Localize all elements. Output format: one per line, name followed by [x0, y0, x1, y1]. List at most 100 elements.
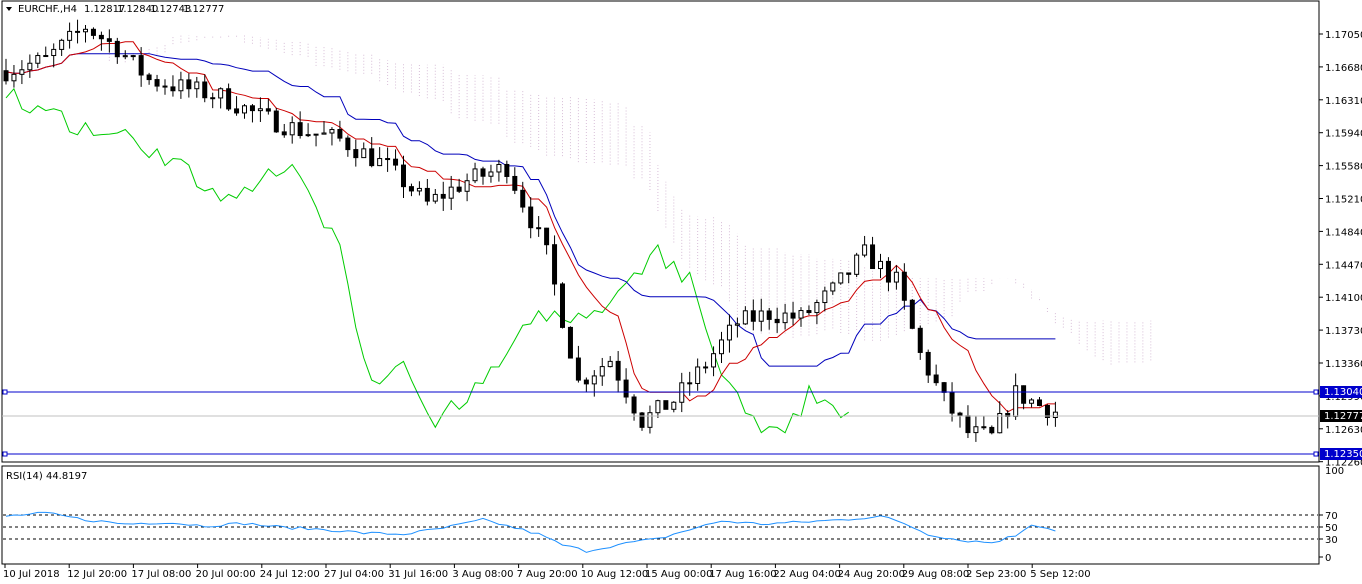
candle-body — [130, 55, 136, 58]
candle-body — [1029, 399, 1035, 404]
time-tick-label: 5 Sep 12:00 — [1030, 569, 1090, 580]
ichimoku-cloud — [108, 35, 1152, 365]
kijun-sen-line — [5, 53, 1056, 367]
candle-body — [234, 108, 240, 114]
candle-body — [432, 193, 438, 202]
time-tick-label: 24 Aug 20:00 — [838, 569, 905, 580]
candle-body — [822, 290, 828, 304]
price-tick-label: 1.16310 — [1325, 96, 1362, 107]
candle-body — [933, 374, 939, 384]
candle-body — [1021, 385, 1027, 404]
price-pane[interactable] — [1, 0, 1320, 463]
candle-body — [257, 108, 263, 112]
candle-body — [154, 79, 160, 87]
candle-body — [607, 360, 613, 368]
candle-body — [885, 260, 891, 283]
candle-body — [583, 379, 589, 385]
price-tick-label: 1.14840 — [1325, 227, 1362, 238]
hline-lower-tag — [1320, 448, 1362, 460]
candle-body — [321, 132, 327, 135]
candle-body — [265, 108, 271, 112]
candle-body — [1013, 385, 1019, 417]
rsi-line — [5, 511, 1056, 553]
high-value: 1.12840 — [117, 4, 158, 15]
candle-body — [536, 227, 542, 230]
candle-body — [734, 323, 740, 326]
candle-body — [774, 318, 780, 324]
candle-body — [719, 339, 724, 355]
candle-body — [615, 360, 621, 381]
current-price-tag — [1320, 410, 1362, 422]
time-tick-label: 20 Jul 00:00 — [196, 569, 256, 580]
chevron-down-icon[interactable] — [6, 7, 12, 11]
hline-upper-handle-right[interactable] — [1313, 389, 1319, 395]
candle-body — [59, 39, 65, 50]
candle-body — [599, 366, 605, 377]
candle-body — [782, 312, 788, 324]
candle-body — [377, 158, 383, 167]
candle-body — [941, 382, 947, 393]
candle-body — [981, 426, 987, 429]
candle-body — [242, 105, 247, 114]
price-tick-label: 1.15580 — [1325, 162, 1362, 173]
candle-body — [11, 73, 17, 82]
candle-body — [43, 55, 49, 58]
candle-body — [830, 282, 836, 292]
candle-body — [854, 254, 860, 275]
candle-body — [297, 122, 303, 137]
candle-body — [893, 271, 899, 283]
candle-body — [496, 163, 502, 173]
rsi-tick-label: 0 — [1325, 553, 1331, 564]
candle-body — [575, 357, 581, 381]
candle-body — [75, 30, 81, 33]
candle-body — [623, 379, 629, 398]
time-tick-label: 7 Aug 20:00 — [517, 569, 578, 580]
candle-body — [35, 55, 41, 64]
candle-body — [186, 79, 192, 90]
candle-body — [210, 97, 216, 100]
candle-body — [870, 244, 876, 270]
candle-body — [19, 69, 25, 75]
candle-body — [878, 260, 883, 270]
candle-body — [806, 310, 812, 314]
candle-body — [361, 148, 367, 159]
candle-body — [345, 137, 351, 151]
candle-body — [957, 412, 963, 417]
candle-body — [711, 353, 717, 368]
price-tick-label: 1.14100 — [1325, 293, 1362, 304]
candle-body — [401, 164, 406, 188]
hline-upper-tag-text: 1.13040 — [1324, 387, 1362, 398]
candle-body — [591, 375, 597, 385]
candle-body — [687, 382, 693, 385]
candle-body — [742, 310, 748, 325]
candle-body — [67, 30, 73, 41]
candle-body — [1037, 399, 1042, 406]
hline-lower-handle-right[interactable] — [1313, 451, 1319, 457]
candle-body — [544, 227, 550, 246]
candle-body — [424, 187, 430, 202]
candle-body — [218, 88, 224, 99]
price-tick-label: 1.17050 — [1325, 30, 1362, 41]
price-tick-label: 1.16680 — [1325, 63, 1362, 74]
candle-body — [504, 163, 510, 177]
close-value: 1.12777 — [183, 4, 224, 15]
candle-body — [1052, 411, 1058, 419]
candle-body — [305, 134, 311, 137]
price-tick-label: 1.14470 — [1325, 260, 1362, 271]
candle-body — [567, 326, 573, 359]
rsi-tick-label: 30 — [1325, 535, 1338, 546]
candle-body — [901, 271, 907, 301]
chikou-span-line — [5, 87, 849, 434]
time-tick-label: 29 Aug 08:00 — [902, 569, 969, 580]
candle-body — [226, 88, 232, 110]
hline-lower-handle-left[interactable] — [2, 451, 8, 457]
candle-body — [416, 187, 422, 192]
candle-body — [194, 81, 200, 90]
time-tick-label: 10 Jul 2018 — [3, 569, 60, 580]
candle-body — [114, 40, 120, 58]
price-tick-label: 1.12260 — [1325, 458, 1362, 469]
hline-upper-handle-left[interactable] — [2, 389, 8, 395]
price-tick-label: 1.15210 — [1325, 195, 1362, 206]
candle-body — [703, 366, 709, 369]
